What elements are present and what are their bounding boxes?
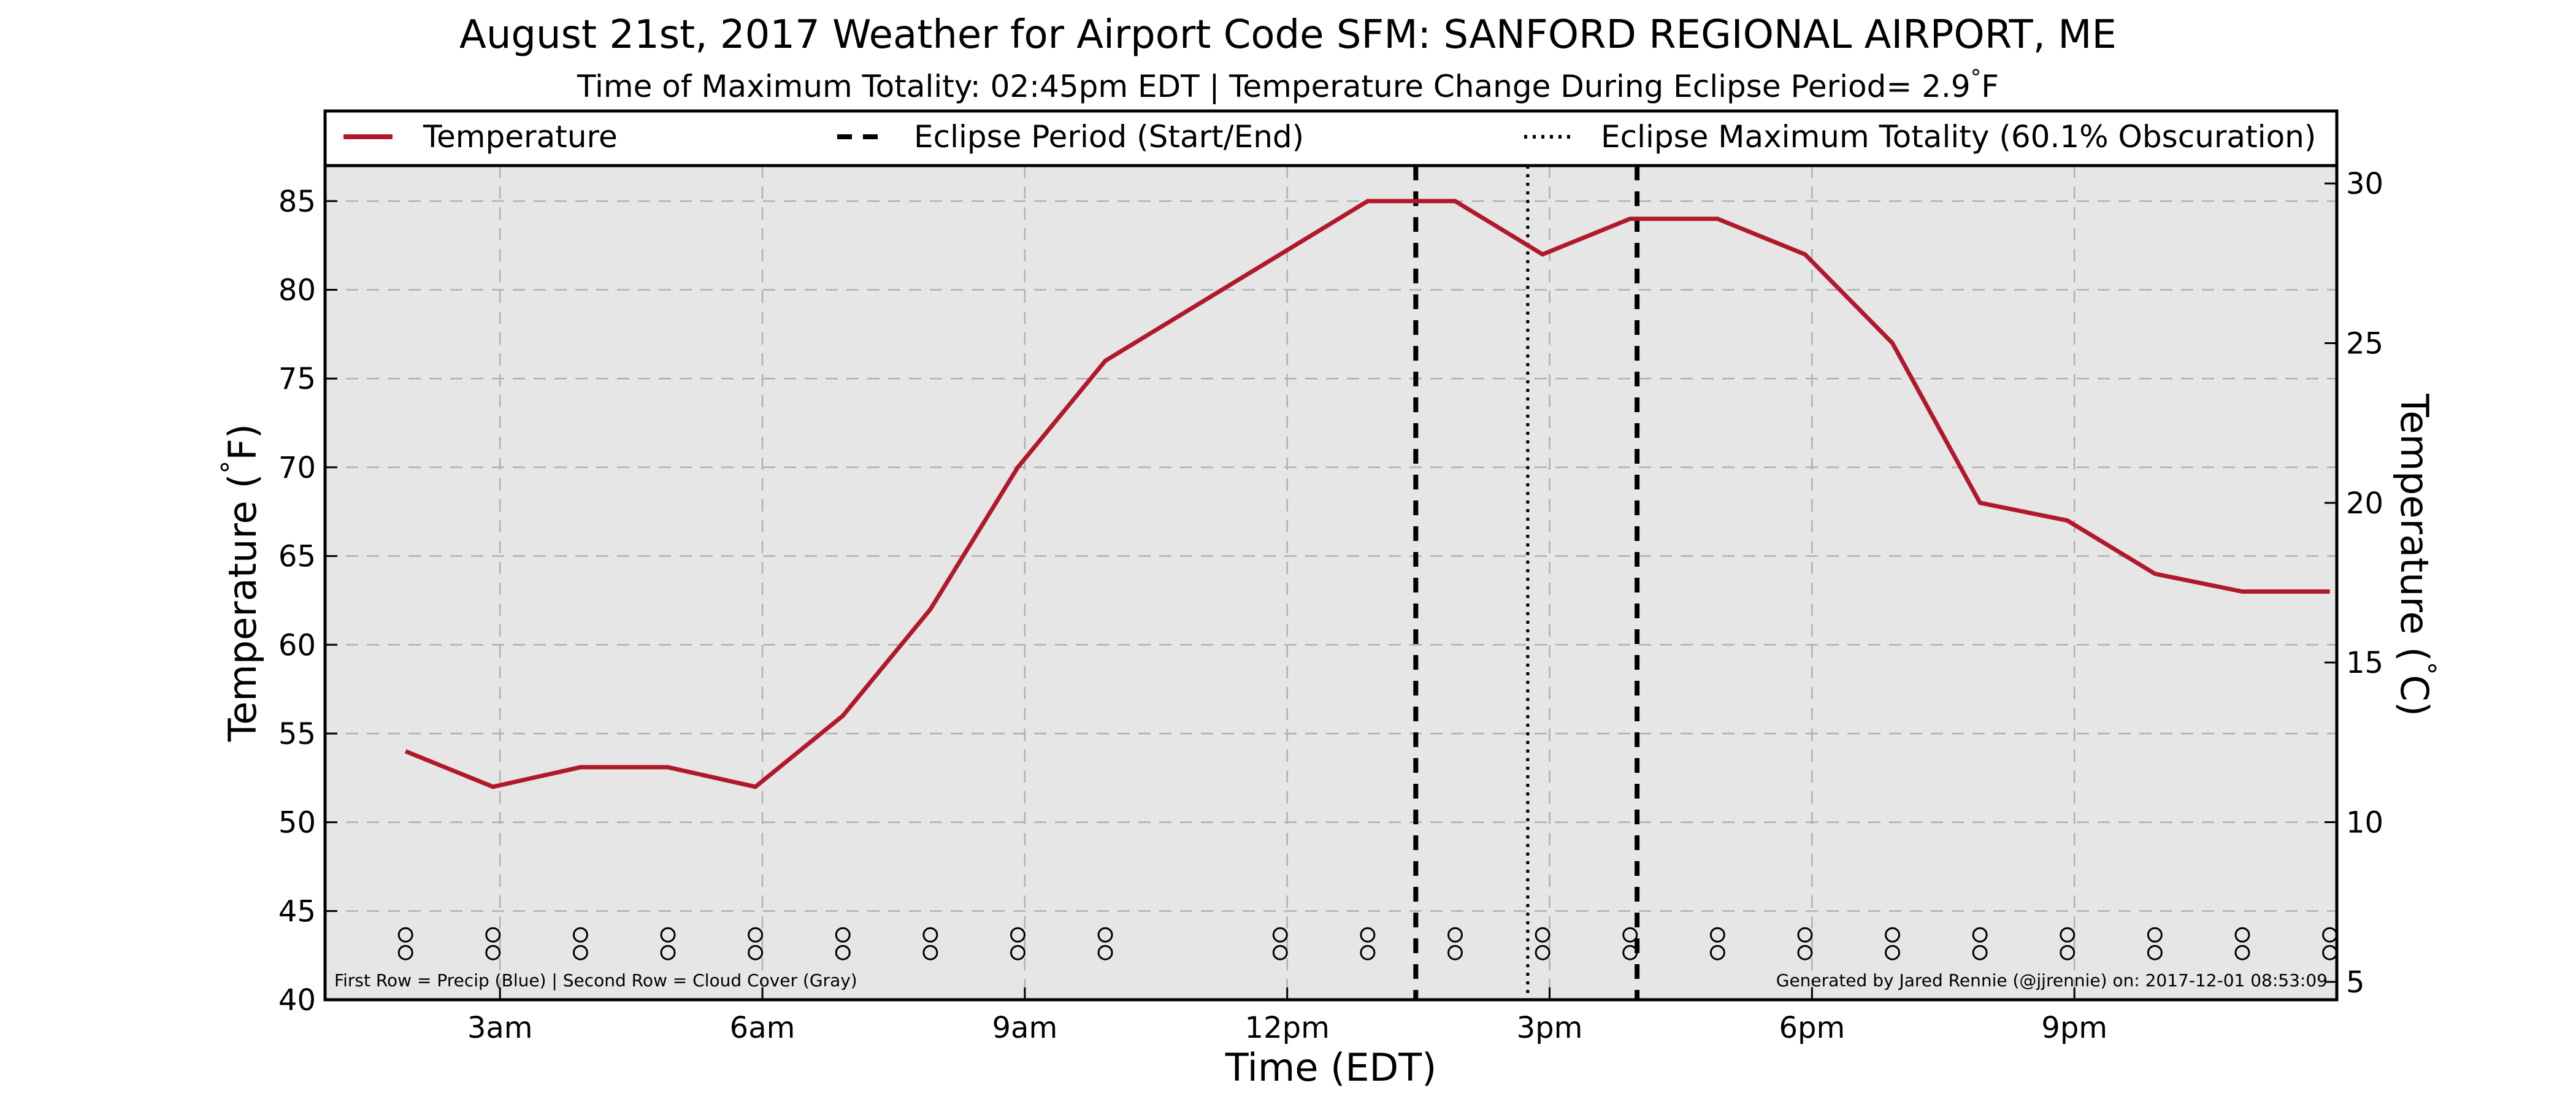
precip-marker [1360,927,1376,943]
cloud-cover-marker [748,945,764,960]
precip-marker [1885,927,1901,943]
y-tick-label-left: 80 [278,274,316,308]
chart-subtitle: Time of Maximum Totality: 02:45pm EDT | … [577,66,1999,104]
y-tick-label-left: 75 [278,362,316,396]
precip-marker [485,927,501,943]
precip-marker [1010,927,1025,943]
precip-marker [572,927,588,943]
y-tick-label-left: 40 [278,983,316,1018]
precip-marker [1447,927,1463,943]
precip-marker [2234,927,2250,943]
cloud-cover-marker [1272,945,1288,960]
precip-marker [748,927,764,943]
y-tick-label-right: 15 [2346,646,2383,680]
cloud-cover-marker [397,945,413,960]
y-axis-label-right: Temperature (°C) [2392,393,2440,716]
precip-marker [1097,927,1113,943]
series [404,199,2330,789]
precip-marker [660,927,676,943]
x-axis-label: Time (EDT) [1225,1045,1437,1090]
legend-frame [323,109,2339,167]
temperature-line [404,199,2330,789]
grid [325,166,2337,1000]
precip-marker [1622,927,1638,943]
cloud-cover-marker [2060,945,2076,960]
x-tick-label: 9pm [2041,1011,2107,1045]
cloud-cover-marker [1535,945,1551,960]
precip-marker [835,927,851,943]
precip-marker [1272,927,1288,943]
precip-marker [2147,927,2163,943]
cloud-cover-marker [835,945,851,960]
chart-title: August 21st, 2017 Weather for Airport Co… [459,12,2117,58]
x-tick-label: 6am [730,1011,795,1045]
y-axis-label-left: Temperature (°F) [217,424,265,742]
y-tick-label-left: 50 [278,806,316,840]
y-tick-label-right: 20 [2346,486,2383,521]
x-tick-label: 3pm [1517,1011,1583,1045]
marker-rows [397,927,2338,960]
x-tick-label: 9am [992,1011,1058,1045]
precip-marker [922,927,938,943]
cloud-cover-marker [1360,945,1376,960]
y-tick-label-right: 25 [2346,326,2383,361]
annotation-bottom-right: Generated by Jared Rennie (@jjrennie) on… [1776,970,2328,991]
legend-label-temperature: Temperature [423,119,618,155]
y-tick-label-right: 5 [2346,965,2365,1000]
legend: Temperature Eclipse Period (Start/End) E… [323,109,2339,167]
plot-area [325,166,2337,1000]
cloud-cover-marker [1447,945,1463,960]
cloud-cover-marker [1709,945,1725,960]
y-tick-label-right: 30 [2346,167,2383,201]
precip-marker [1972,927,1988,943]
y-tick-label-left: 55 [278,717,316,751]
cloud-cover-marker [1972,945,1988,960]
y-tick-label-left: 70 [278,451,316,485]
cloud-cover-marker [660,945,676,960]
x-tick-label: 12pm [1245,1011,1330,1045]
annotation-bottom-left: First Row = Precip (Blue) | Second Row =… [334,970,857,991]
legend-label-eclipse-period: Eclipse Period (Start/End) [914,119,1304,155]
cloud-cover-marker [572,945,588,960]
x-tick-label: 3am [467,1011,533,1045]
cloud-cover-marker [1097,945,1113,960]
cloud-cover-marker [1885,945,1901,960]
x-tick-label: 6pm [1779,1011,1845,1045]
legend-label-max-totality: Eclipse Maximum Totality (60.1% Obscurat… [1601,119,2316,155]
y-tick-label-left: 65 [278,540,316,574]
precip-marker [397,927,413,943]
cloud-cover-marker [1797,945,1813,960]
y-tick-label-right: 10 [2346,806,2383,840]
cloud-cover-marker [1010,945,1025,960]
y-tick-label-left: 60 [278,628,316,662]
cloud-cover-marker [922,945,938,960]
eclipse-lines [1413,166,1640,1000]
y-tick-label-left: 85 [278,185,316,219]
precip-marker [2060,927,2076,943]
precip-marker [1709,927,1725,943]
y-tick-label-left: 45 [278,894,316,929]
cloud-cover-marker [2234,945,2250,960]
axes: 40 45 50 55 60 65 70 75 80 85 5 10 15 20 25 30 3am 6am 9am… [278,167,2383,1045]
cloud-cover-marker [1622,945,1638,960]
cloud-cover-marker [2147,945,2163,960]
precip-marker [1535,927,1551,943]
precip-marker [1797,927,1813,943]
cloud-cover-marker [485,945,501,960]
